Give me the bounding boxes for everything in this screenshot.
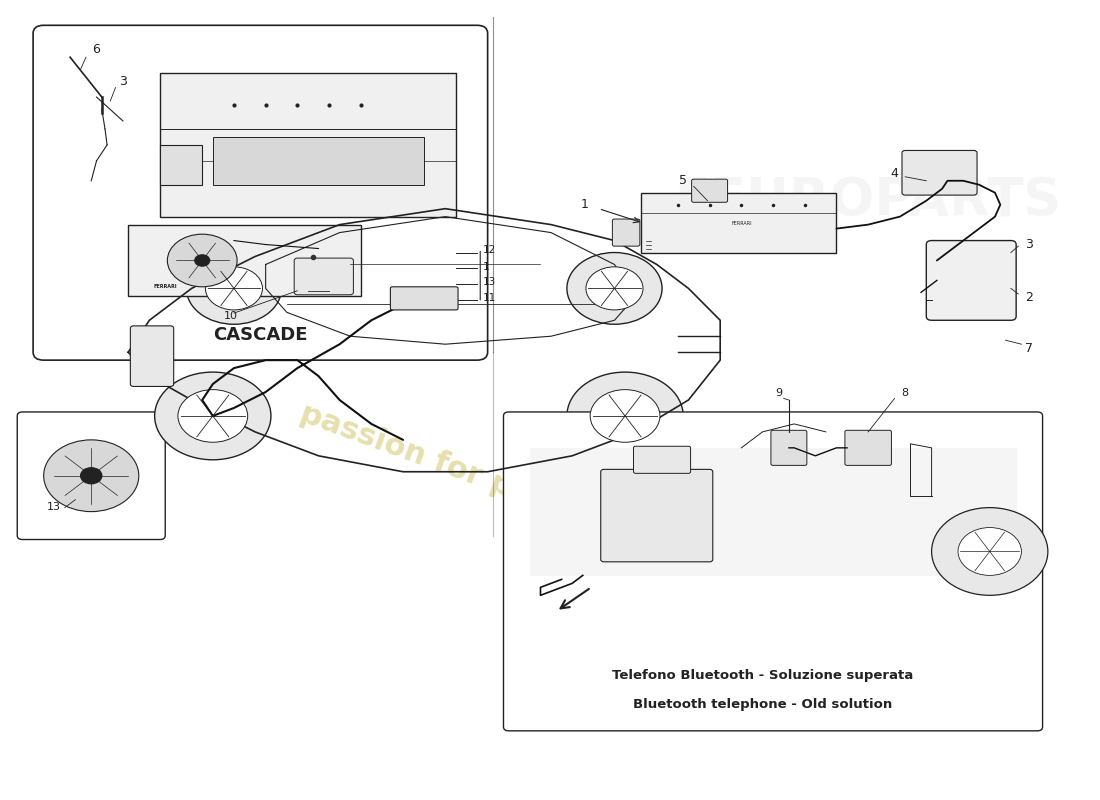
Text: 2: 2	[1025, 291, 1033, 305]
Circle shape	[178, 390, 248, 442]
Text: 13: 13	[47, 502, 62, 512]
Text: 3: 3	[1025, 238, 1033, 251]
FancyBboxPatch shape	[641, 193, 836, 253]
FancyBboxPatch shape	[130, 326, 174, 386]
FancyBboxPatch shape	[504, 412, 1043, 731]
FancyBboxPatch shape	[771, 430, 807, 466]
Circle shape	[155, 372, 271, 460]
Text: Telefono Bluetooth - Soluzione superata: Telefono Bluetooth - Soluzione superata	[612, 669, 913, 682]
Circle shape	[566, 253, 662, 324]
Circle shape	[958, 527, 1022, 575]
Text: 3: 3	[119, 75, 126, 88]
FancyBboxPatch shape	[18, 412, 165, 539]
Text: 13: 13	[482, 277, 496, 287]
Text: 1: 1	[482, 262, 490, 272]
Text: 6: 6	[92, 43, 100, 56]
Text: passion for parts since 1985: passion for parts since 1985	[296, 398, 764, 593]
FancyBboxPatch shape	[33, 26, 487, 360]
Text: 9: 9	[774, 388, 782, 398]
Circle shape	[186, 253, 282, 324]
Circle shape	[44, 440, 139, 512]
Circle shape	[167, 234, 238, 286]
Text: EEUROPARTS: EEUROPARTS	[674, 174, 1062, 226]
Text: FERRARI: FERRARI	[732, 221, 751, 226]
FancyBboxPatch shape	[601, 470, 713, 562]
Text: 11: 11	[482, 293, 496, 303]
Text: 7: 7	[1025, 342, 1033, 354]
Circle shape	[206, 267, 263, 310]
Circle shape	[932, 508, 1048, 595]
Text: CASCADE: CASCADE	[213, 326, 308, 344]
FancyBboxPatch shape	[129, 225, 361, 296]
FancyBboxPatch shape	[634, 446, 691, 474]
FancyBboxPatch shape	[926, 241, 1016, 320]
Text: 1: 1	[581, 198, 589, 211]
Text: 10: 10	[223, 311, 238, 322]
Text: FERRARI: FERRARI	[153, 284, 177, 290]
FancyBboxPatch shape	[902, 150, 977, 195]
FancyBboxPatch shape	[390, 286, 458, 310]
Text: 5: 5	[679, 174, 688, 187]
FancyBboxPatch shape	[160, 73, 455, 217]
FancyBboxPatch shape	[845, 430, 891, 466]
Text: Bluetooth telephone - Old solution: Bluetooth telephone - Old solution	[632, 698, 892, 711]
Circle shape	[195, 255, 210, 266]
FancyBboxPatch shape	[613, 219, 640, 246]
FancyBboxPatch shape	[212, 137, 425, 185]
FancyBboxPatch shape	[160, 145, 202, 185]
Text: 4: 4	[891, 167, 899, 180]
Circle shape	[80, 468, 102, 484]
Circle shape	[566, 372, 683, 460]
Text: 8: 8	[902, 388, 909, 398]
Circle shape	[591, 390, 660, 442]
Circle shape	[586, 267, 644, 310]
FancyBboxPatch shape	[692, 179, 727, 202]
Text: 12: 12	[482, 245, 496, 255]
FancyBboxPatch shape	[294, 258, 353, 294]
